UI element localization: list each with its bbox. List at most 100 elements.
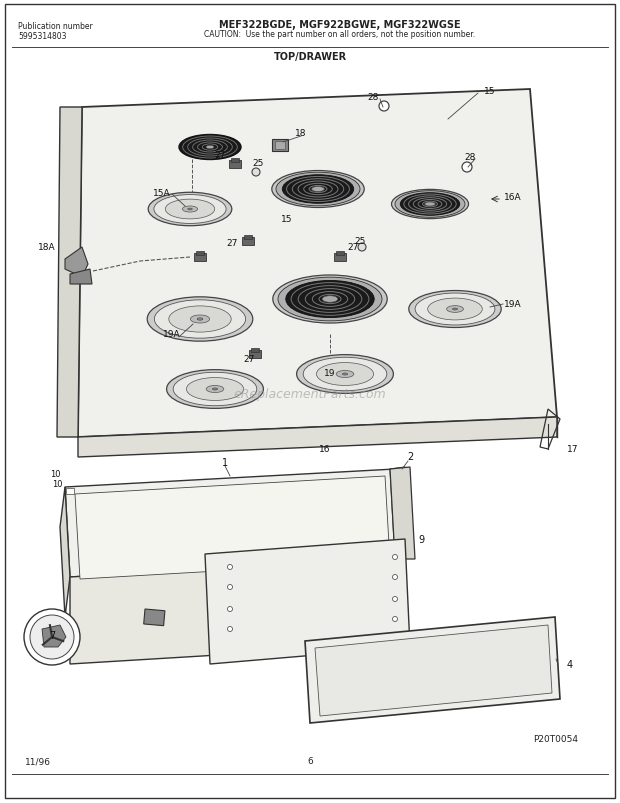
Circle shape <box>392 597 397 601</box>
Bar <box>334 254 346 262</box>
Bar <box>275 142 285 150</box>
Polygon shape <box>315 626 552 716</box>
Text: 9: 9 <box>418 534 424 544</box>
Text: 2: 2 <box>407 451 413 462</box>
Ellipse shape <box>312 187 324 192</box>
Bar <box>336 251 344 255</box>
Bar <box>249 351 261 359</box>
Polygon shape <box>78 418 557 458</box>
Text: TOP/DRAWER: TOP/DRAWER <box>273 52 347 62</box>
Text: 7: 7 <box>49 630 55 640</box>
Ellipse shape <box>148 193 232 226</box>
Bar <box>66 488 74 495</box>
Text: MEF322BGDE, MGF922BGWE, MGF322WGSE: MEF322BGDE, MGF922BGWE, MGF322WGSE <box>219 20 461 30</box>
Ellipse shape <box>303 358 387 391</box>
Text: 27: 27 <box>226 238 237 247</box>
Text: 6: 6 <box>307 756 313 765</box>
Polygon shape <box>305 618 560 723</box>
Text: P20T0054: P20T0054 <box>533 735 578 744</box>
Text: 19A: 19A <box>504 300 521 309</box>
Ellipse shape <box>446 306 463 313</box>
Polygon shape <box>78 90 557 438</box>
Ellipse shape <box>276 173 360 206</box>
Text: 27: 27 <box>215 151 226 161</box>
Circle shape <box>358 243 366 251</box>
Ellipse shape <box>415 294 495 325</box>
Ellipse shape <box>286 281 374 318</box>
FancyBboxPatch shape <box>272 140 288 152</box>
Circle shape <box>30 615 74 659</box>
Text: 11/96: 11/96 <box>25 756 51 765</box>
Text: 15A: 15A <box>153 188 171 198</box>
Text: 5995314803: 5995314803 <box>18 32 66 41</box>
Ellipse shape <box>272 171 364 208</box>
Circle shape <box>392 575 397 580</box>
Bar <box>144 609 165 626</box>
Ellipse shape <box>296 355 394 393</box>
Ellipse shape <box>336 371 354 378</box>
Ellipse shape <box>206 386 224 393</box>
Circle shape <box>228 585 232 589</box>
Ellipse shape <box>322 296 338 303</box>
Text: 1: 1 <box>222 458 228 467</box>
Ellipse shape <box>154 195 226 224</box>
Bar <box>244 236 252 240</box>
Bar <box>229 161 241 169</box>
Text: 25: 25 <box>252 158 264 167</box>
Bar <box>194 254 206 262</box>
Polygon shape <box>42 626 66 647</box>
Text: 27: 27 <box>347 243 358 252</box>
Ellipse shape <box>428 299 482 320</box>
Circle shape <box>228 626 232 632</box>
Text: 18: 18 <box>295 129 307 138</box>
Text: 16: 16 <box>319 445 330 454</box>
Polygon shape <box>75 476 390 579</box>
Polygon shape <box>390 467 410 560</box>
Bar <box>242 238 254 246</box>
Text: 10: 10 <box>50 470 60 479</box>
Ellipse shape <box>213 389 218 390</box>
Text: CAUTION:  Use the part number on all orders, not the position number.: CAUTION: Use the part number on all orde… <box>205 30 476 39</box>
Ellipse shape <box>453 308 458 311</box>
Text: 17: 17 <box>567 445 578 454</box>
Text: eReplacementParts.com: eReplacementParts.com <box>234 388 386 401</box>
Ellipse shape <box>282 176 353 204</box>
Ellipse shape <box>395 191 465 218</box>
Ellipse shape <box>154 300 246 339</box>
Ellipse shape <box>187 378 244 401</box>
Circle shape <box>24 609 80 665</box>
Circle shape <box>252 169 260 177</box>
Text: 10: 10 <box>53 480 63 489</box>
Ellipse shape <box>166 200 215 219</box>
Ellipse shape <box>169 307 231 332</box>
Polygon shape <box>70 270 92 284</box>
Ellipse shape <box>173 373 257 406</box>
Text: 15: 15 <box>484 87 496 96</box>
Ellipse shape <box>316 363 374 386</box>
Ellipse shape <box>197 319 203 321</box>
Text: Publication number: Publication number <box>18 22 93 31</box>
Circle shape <box>392 555 397 560</box>
Text: 28: 28 <box>367 93 379 102</box>
Text: 18A: 18A <box>38 243 56 251</box>
Ellipse shape <box>278 278 382 321</box>
Polygon shape <box>70 557 400 664</box>
Circle shape <box>228 607 232 612</box>
Text: 27: 27 <box>243 355 255 364</box>
Text: 25: 25 <box>354 237 366 247</box>
Ellipse shape <box>391 190 469 219</box>
Bar <box>196 251 204 255</box>
Text: 16A: 16A <box>504 194 521 202</box>
Ellipse shape <box>409 291 501 328</box>
Polygon shape <box>205 540 410 664</box>
Ellipse shape <box>190 316 210 324</box>
Ellipse shape <box>182 206 198 213</box>
Text: 19: 19 <box>324 369 336 378</box>
Ellipse shape <box>342 373 348 376</box>
Text: 15: 15 <box>281 215 293 224</box>
Circle shape <box>228 565 232 570</box>
Ellipse shape <box>179 136 241 161</box>
Ellipse shape <box>188 209 192 210</box>
Ellipse shape <box>273 275 388 324</box>
Bar <box>231 159 239 163</box>
